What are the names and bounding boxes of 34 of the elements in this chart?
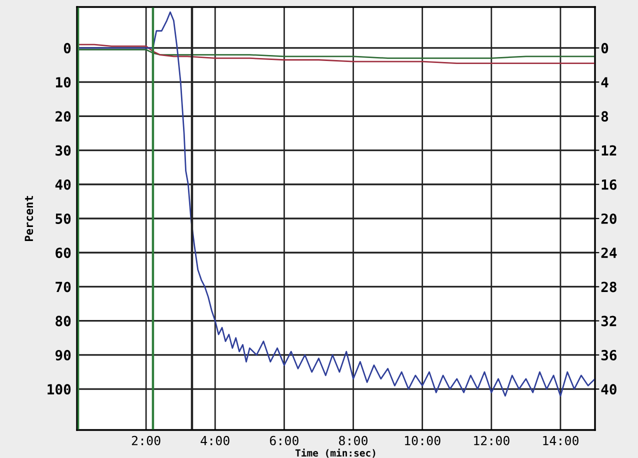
- line-series: [77, 44, 595, 64]
- y-tick-label: 30: [56, 145, 71, 156]
- x-tick-label: 2:00: [132, 436, 160, 446]
- y2-tick-label: 20: [601, 213, 616, 224]
- x-axis-title: Time (min:sec): [295, 448, 376, 458]
- y-tick-label: 80: [56, 316, 71, 326]
- line-series: [77, 48, 595, 59]
- y-tick-label: 40: [55, 179, 71, 190]
- x-tick-label: 10:00: [405, 436, 440, 446]
- x-tick-label: 8:00: [339, 436, 368, 446]
- y2-tick-label: 28: [601, 282, 616, 292]
- y-tick-label: 90: [55, 350, 71, 360]
- y2-tick-label: 16: [602, 179, 617, 190]
- y2-tick-label: 8: [601, 111, 608, 122]
- y-tick-label: 0: [64, 42, 71, 54]
- y-tick-label: 70: [56, 282, 71, 292]
- y2-tick-label: 12: [602, 145, 616, 156]
- y2-tick-label: 36: [601, 350, 617, 360]
- line-series: [77, 11, 595, 397]
- y-tick-label: 100: [48, 384, 71, 395]
- x-tick-label: 14:00: [543, 436, 578, 446]
- y-tick-label: 50: [56, 213, 71, 224]
- y2-tick-label: 32: [601, 316, 616, 326]
- y2-tick-label: 24: [601, 248, 617, 258]
- y-axis-title: Percent: [24, 196, 34, 242]
- x-tick-label: 4:00: [200, 436, 230, 446]
- y-tick-label: 60: [56, 248, 71, 258]
- x-tick-label: 6:00: [270, 436, 298, 446]
- y2-tick-label: 40: [601, 384, 616, 395]
- y2-tick-label: 4: [601, 77, 608, 88]
- y-tick-label: 20: [56, 111, 71, 122]
- y2-tick-label: 0: [601, 42, 608, 54]
- y-tick-label: 10: [56, 77, 71, 88]
- x-tick-label: 12:00: [474, 436, 510, 446]
